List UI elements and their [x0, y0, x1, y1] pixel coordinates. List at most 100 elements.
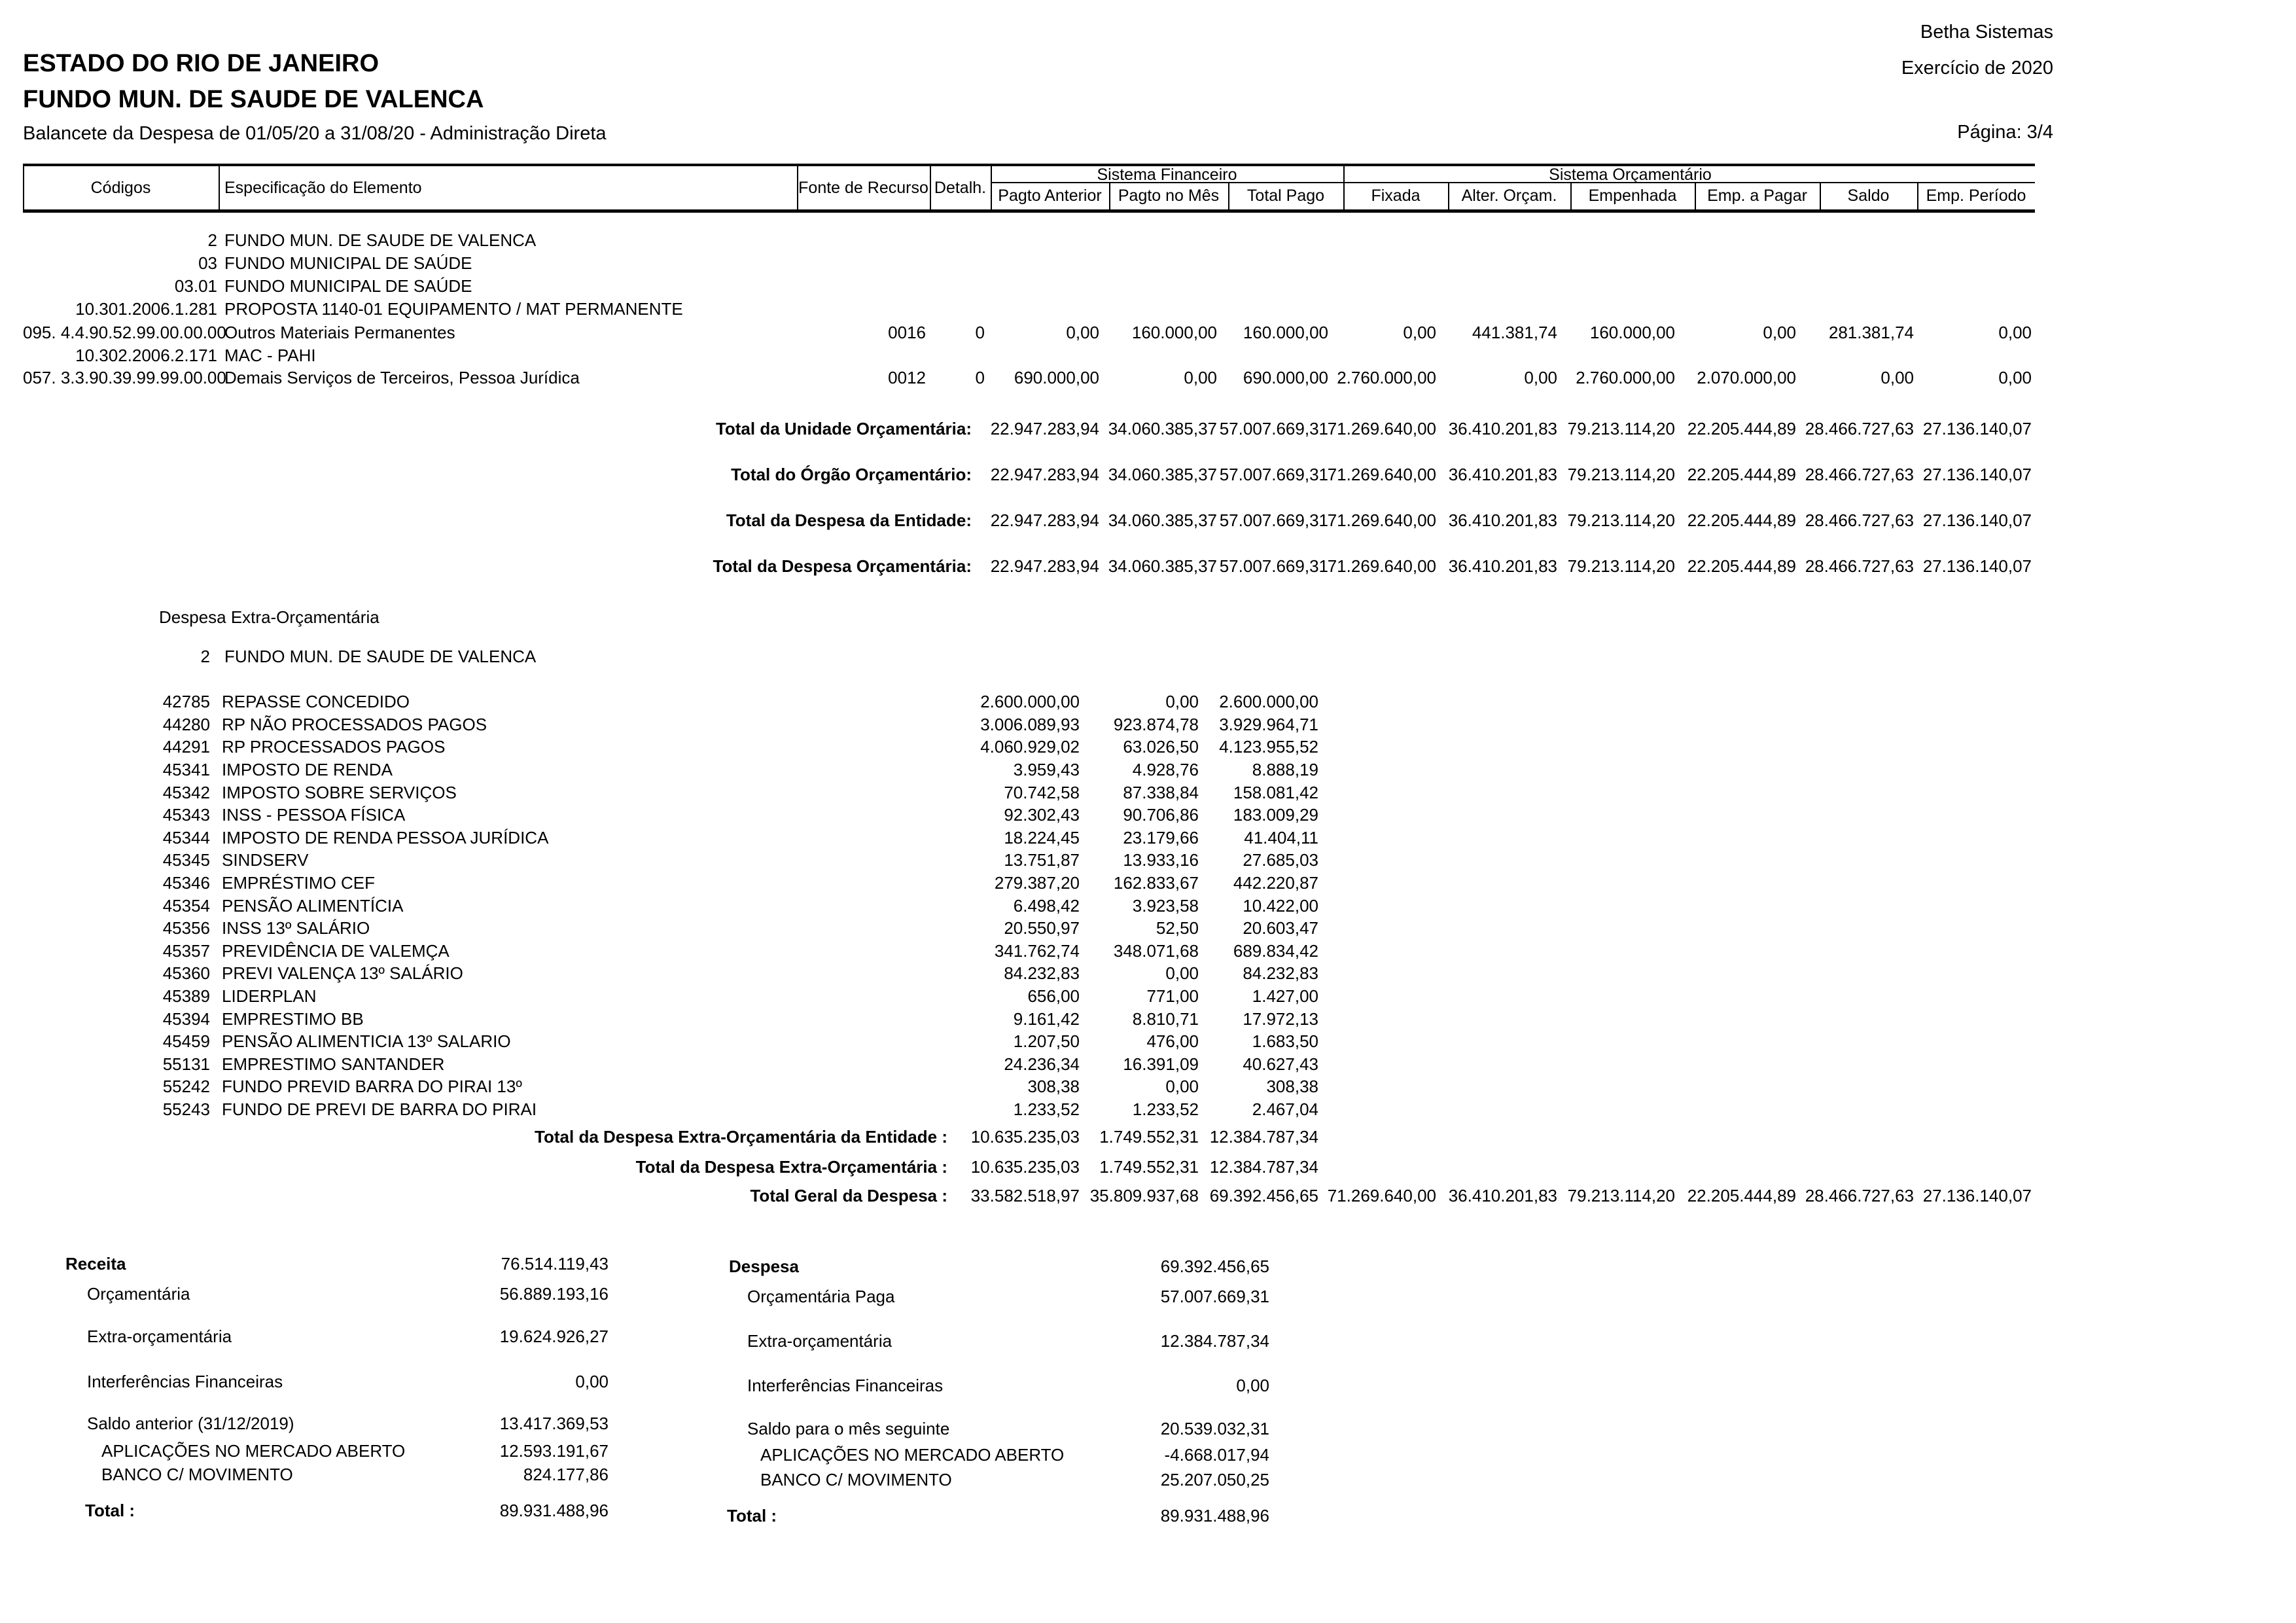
extra-pagto-no-mes: 52,50	[1156, 918, 1199, 938]
extra-item-row: 44280 RP NÃO PROCESSADOS PAGOS 3.006.089…	[0, 715, 2296, 738]
extra-pagto-no-mes: 0,00	[1165, 692, 1199, 711]
row-name: Outros Materiais Permanentes	[224, 323, 455, 342]
total-fixada: 71.269.640,00	[1327, 419, 1436, 438]
table-border	[23, 166, 24, 209]
brand-name: Betha Sistemas	[1920, 22, 2053, 43]
grand-emp-a-pagar: 22.205.444,89	[1687, 1186, 1796, 1205]
row-code: 057. 3.3.90.39.99.99.00.00	[23, 368, 226, 387]
extra-pagto-no-mes: 3.923,58	[1132, 896, 1199, 916]
extra-item-row: 45342 IMPOSTO SOBRE SERVIÇOS 70.742,58 8…	[0, 783, 2296, 806]
cell-pagto-anterior: 0,00	[1066, 323, 1099, 342]
extra-pagto-anterior: 20.550,97	[1004, 918, 1080, 938]
total-emp-a-pagar: 22.205.444,89	[1687, 419, 1796, 438]
extra-pagto-anterior: 279.387,20	[994, 873, 1080, 893]
row-code: 03.01	[174, 276, 217, 296]
total-empenhada: 79.213.114,20	[1567, 556, 1675, 576]
expense-detail-row: 095. 4.4.90.52.99.00.00.00 Outros Materi…	[0, 323, 2296, 346]
table-border	[1343, 166, 1345, 209]
extra-pagto-no-mes: 13.933,16	[1123, 850, 1199, 870]
total-saldo: 28.466.727,63	[1805, 419, 1914, 438]
grand-empenhada: 79.213.114,20	[1567, 1186, 1675, 1205]
extra-pagto-no-mes: 923.874,78	[1113, 715, 1199, 734]
total-pagto-anterior: 22.947.283,94	[990, 465, 1099, 484]
extra-item-row: 45345 SINDSERV 13.751,87 13.933,16 27.68…	[0, 850, 2296, 874]
receita-total-label: Total :	[85, 1501, 135, 1520]
extra-pagto-anterior: 2.600.000,00	[980, 692, 1080, 711]
saldo-anterior-label: Saldo anterior (31/12/2019)	[87, 1414, 294, 1433]
extra-item-code: 45389	[162, 986, 210, 1006]
extra-item-row: 45341 IMPOSTO DE RENDA 3.959,43 4.928,76…	[0, 760, 2296, 783]
extra-item-row: 55131 EMPRESTIMO SANTANDER 24.236,34 16.…	[0, 1054, 2296, 1078]
despesa-interferencias-value: 0,00	[1236, 1376, 1269, 1395]
despesa-extra-value: 12.384.787,34	[1160, 1331, 1269, 1351]
total-alter-orcam: 36.410.201,83	[1448, 510, 1557, 530]
extra-total-total-pago: 12.384.787,34	[1209, 1127, 1318, 1147]
total-unidade-orcamentaria-row: Total da Unidade Orçamentária: 22.947.28…	[0, 419, 2296, 442]
total-total-pago: 57.007.669,31	[1219, 510, 1328, 530]
extra-item-code: 55242	[162, 1077, 210, 1096]
table-border	[1228, 182, 1229, 209]
extra-pagto-no-mes: 90.706,86	[1123, 805, 1199, 825]
group-header-sistema-orcamentario: Sistema Orçamentário	[1549, 166, 1712, 182]
row-code: 10.301.2006.1.281	[75, 299, 217, 319]
extra-item-code: 44291	[162, 737, 210, 757]
extra-pagto-no-mes: 87.338,84	[1123, 783, 1199, 802]
extra-total-pago: 10.422,00	[1243, 896, 1318, 916]
col-header-emp-periodo: Emp. Período	[1926, 187, 2026, 205]
total-total-pago: 57.007.669,31	[1219, 556, 1328, 576]
saldo-mes-seguinte-label: Saldo para o mês seguinte	[747, 1419, 950, 1438]
extra-item-name: EMPRÉSTIMO CEF	[222, 873, 376, 893]
col-header-empenhada: Empenhada	[1588, 187, 1677, 205]
extra-item-name: INSS - PESSOA FÍSICA	[222, 805, 406, 825]
receita-title: Receita	[65, 1254, 126, 1274]
extra-pagto-anterior: 1.207,50	[1013, 1031, 1080, 1051]
col-header-codigos: Códigos	[90, 179, 151, 197]
receita-banco-value: 824.177,86	[523, 1465, 609, 1484]
receita-interferencias-label: Interferências Financeiras	[87, 1372, 283, 1391]
extra-item-name: PREVI VALENÇA 13º SALÁRIO	[222, 963, 463, 983]
col-header-total-pago: Total Pago	[1246, 187, 1325, 205]
extra-item-code: 45394	[162, 1009, 210, 1029]
grand-pagto-anterior: 33.582.518,97	[970, 1186, 1080, 1205]
extra-item-code: 55131	[162, 1054, 210, 1074]
row-name: PROPOSTA 1140-01 EQUIPAMENTO / MAT PERMA…	[224, 299, 683, 319]
col-header-detalh: Detalh.	[934, 179, 987, 197]
extra-total-total-pago: 12.384.787,34	[1209, 1157, 1318, 1177]
extra-item-name: RP PROCESSADOS PAGOS	[222, 737, 446, 757]
col-header-pagto-anterior: Pagto Anterior	[998, 187, 1102, 205]
col-header-emp-a-pagar: Emp. a Pagar	[1707, 187, 1807, 205]
extra-pagto-anterior: 308,38	[1027, 1077, 1080, 1096]
extra-pagto-no-mes: 162.833,67	[1113, 873, 1199, 893]
extra-pagto-anterior: 341.762,74	[994, 941, 1080, 961]
hierarchy-row: 03 FUNDO MUNICIPAL DE SAÚDE	[0, 253, 2296, 277]
table-border	[1109, 182, 1110, 209]
total-label: Total da Despesa Extra-Orçamentária da E…	[535, 1127, 947, 1147]
extra-item-name: LIDERPLAN	[222, 986, 317, 1006]
col-header-fonte-recurso: Fonte de Recurso	[798, 179, 928, 197]
extra-item-code: 45356	[162, 918, 210, 938]
extra-item-code: 45341	[162, 760, 210, 779]
total-total-pago: 57.007.669,31	[1219, 419, 1328, 438]
extra-item-name: EMPRESTIMO BB	[222, 1009, 364, 1029]
extra-pagto-anterior: 13.751,87	[1004, 850, 1080, 870]
despesa-banco-value: 25.207.050,25	[1160, 1470, 1269, 1489]
extra-total-pago: 1.427,00	[1252, 986, 1318, 1006]
extra-item-name: INSS 13º SALÁRIO	[222, 918, 370, 938]
table-border	[1570, 182, 1572, 209]
extra-pagto-no-mes: 63.026,50	[1123, 737, 1199, 757]
grand-total-row: Total Geral da Despesa : 33.582.518,97 3…	[0, 1186, 2296, 1209]
extra-total-entidade-row: Total da Despesa Extra-Orçamentária da E…	[0, 1127, 2296, 1150]
total-emp-a-pagar: 22.205.444,89	[1687, 510, 1796, 530]
table-border	[1820, 182, 1821, 209]
total-empenhada: 79.213.114,20	[1567, 510, 1675, 530]
cell-saldo: 0,00	[1881, 368, 1914, 387]
group-header-sistema-financeiro: Sistema Financeiro	[1097, 166, 1237, 182]
despesa-interferencias-label: Interferências Financeiras	[747, 1376, 944, 1395]
despesa-orcamentaria-paga-label: Orçamentária Paga	[747, 1287, 895, 1306]
row-name: Demais Serviços de Terceiros, Pessoa Jur…	[224, 368, 580, 387]
receita-extra-label: Extra-orçamentária	[87, 1327, 232, 1346]
total-alter-orcam: 36.410.201,83	[1448, 419, 1557, 438]
row-name: FUNDO MUNICIPAL DE SAÚDE	[224, 253, 472, 273]
expense-detail-row: 057. 3.3.90.39.99.99.00.00 Demais Serviç…	[0, 368, 2296, 391]
